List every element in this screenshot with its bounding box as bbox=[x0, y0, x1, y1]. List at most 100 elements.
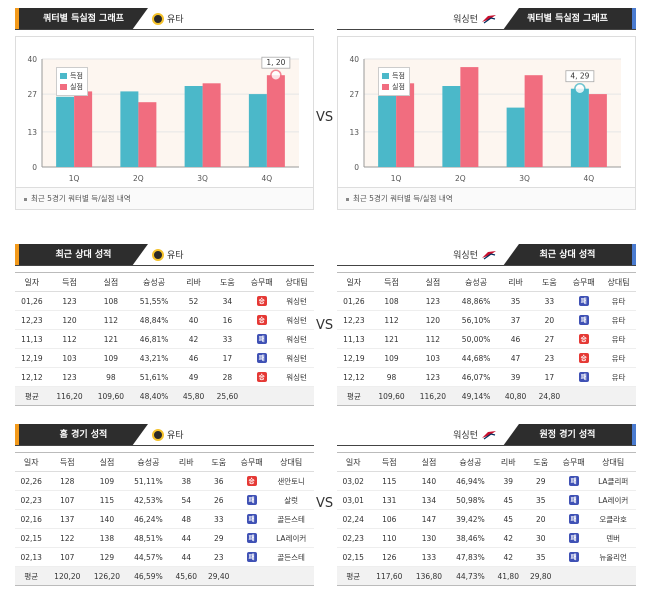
average-cell: 120,20 bbox=[47, 566, 88, 586]
bullet-icon bbox=[24, 197, 27, 201]
table-cell: 49 bbox=[176, 367, 211, 387]
right-away-panel: 원정 경기 성적 워싱턴 일자 득점 실점 슝성공 리바 도움 승무패 상대팀 03,02 115… bbox=[337, 424, 636, 586]
utah-logo-icon bbox=[152, 428, 164, 441]
y-tick-label: 13 bbox=[349, 128, 359, 137]
score-bar bbox=[120, 91, 139, 167]
table-cell: 17 bbox=[532, 367, 567, 387]
table-cell: 35 bbox=[524, 547, 557, 567]
average-cell: 109,60 bbox=[370, 386, 413, 406]
opponent-cell: 골든스테 bbox=[268, 547, 314, 567]
table-row: 12,23 112 120 56,10% 37 20 패 유타 bbox=[337, 310, 636, 330]
left-recent-title: 최근 상대 성적 bbox=[15, 244, 148, 266]
average-cell bbox=[601, 386, 636, 406]
result-cell: 승 bbox=[244, 310, 280, 330]
average-cell: 24,80 bbox=[532, 386, 567, 406]
annotation-tooltip: 4, 29 bbox=[565, 70, 595, 83]
left-chart-legend: 득점 실점 bbox=[56, 67, 88, 96]
opponent-cell: 워싱턴 bbox=[279, 329, 314, 349]
tooltip-box bbox=[261, 56, 291, 69]
column-header: 리바 bbox=[176, 272, 211, 292]
average-cell: 109,60 bbox=[90, 386, 132, 406]
average-cell: 48,40% bbox=[131, 386, 177, 406]
average-cell: 45,60 bbox=[170, 566, 203, 586]
average-row: 평균 116,20 109,60 48,40% 45,80 25,60 bbox=[15, 386, 314, 406]
table-cell: 112 bbox=[370, 310, 413, 330]
header-divider bbox=[337, 445, 636, 446]
table-cell: 42 bbox=[492, 528, 525, 548]
table-cell: 12,12 bbox=[15, 367, 49, 387]
table-cell: 46,07% bbox=[453, 367, 499, 387]
table-cell: 107 bbox=[47, 547, 88, 567]
left-recent-header: 최근 상대 성적 유타 bbox=[15, 244, 314, 266]
table-cell: 130 bbox=[409, 528, 449, 548]
table-cell: 48,51% bbox=[126, 528, 171, 548]
right-team-label: 워싱턴 bbox=[453, 248, 497, 261]
column-header: 슝성공 bbox=[448, 452, 493, 472]
win-badge: 승 bbox=[256, 372, 267, 382]
left-home-table: 일자 득점 실점 슝성공 리바 도움 승무패 상대팀 02,26 128 109 51,11% 38 36… bbox=[15, 452, 314, 586]
column-header: 일자 bbox=[337, 452, 370, 472]
opponent-cell: 유타 bbox=[601, 291, 636, 311]
table-cell: 108 bbox=[90, 291, 132, 311]
table-cell: 106 bbox=[369, 509, 410, 529]
table-cell: 39,42% bbox=[448, 509, 493, 529]
table-cell: 46,94% bbox=[448, 471, 493, 491]
loss-badge: 패 bbox=[246, 552, 257, 562]
table-cell: 109 bbox=[87, 471, 127, 491]
table-cell: 110 bbox=[369, 528, 410, 548]
table-row: 03,01 131 134 50,98% 45 35 패 LA레이커 bbox=[337, 490, 636, 510]
table-cell: 46,24% bbox=[126, 509, 171, 529]
opponent-cell: LA레이커 bbox=[268, 528, 314, 548]
table-cell: 34 bbox=[210, 291, 245, 311]
table-cell: 112 bbox=[412, 329, 454, 349]
column-header: 상대팀 bbox=[601, 272, 636, 292]
win-badge: 승 bbox=[246, 476, 257, 486]
result-cell: 패 bbox=[234, 547, 269, 567]
loss-swatch-icon bbox=[382, 84, 389, 90]
result-cell: 패 bbox=[556, 509, 591, 529]
table-cell: 30 bbox=[524, 528, 557, 548]
loss-bar bbox=[138, 102, 157, 167]
table-cell: 20 bbox=[532, 310, 567, 330]
table-cell: 12,19 bbox=[337, 348, 371, 368]
table-cell: 107 bbox=[47, 490, 88, 510]
loss-badge: 패 bbox=[568, 514, 579, 524]
right-recent-table: 일자 득점 실점 슝성공 리바 도움 승무패 상대팀 01,26 108 123 48,86% 35 33… bbox=[337, 272, 636, 406]
loss-badge: 패 bbox=[568, 495, 579, 505]
table-cell: 28 bbox=[210, 367, 245, 387]
table-cell: 51,61% bbox=[131, 367, 177, 387]
opponent-cell: 워싱턴 bbox=[279, 348, 314, 368]
left-quarter-chart: 0 13 27 40 1Q 2Q 3Q 4Q 1, 20 득점 실점 bbox=[15, 36, 314, 188]
table-row: 01,26 108 123 48,86% 35 33 패 유타 bbox=[337, 291, 636, 311]
column-header: 슝성공 bbox=[131, 272, 177, 292]
table-cell: 109 bbox=[370, 348, 413, 368]
y-tick-label: 0 bbox=[354, 163, 359, 172]
table-row: 03,02 115 140 46,94% 39 29 패 LA클리퍼 bbox=[337, 471, 636, 491]
loss-bar bbox=[524, 75, 543, 167]
loss-badge: 패 bbox=[256, 334, 267, 344]
table-cell: 51,55% bbox=[131, 291, 177, 311]
result-cell: 승 bbox=[566, 329, 602, 349]
legend-score: 득점 bbox=[382, 71, 406, 81]
table-row: 02,16 137 140 46,24% 48 33 패 골든스테 bbox=[15, 509, 314, 529]
table-cell: 46 bbox=[176, 348, 211, 368]
table-cell: 52 bbox=[176, 291, 211, 311]
loss-badge: 패 bbox=[568, 476, 579, 486]
legend-loss-label: 실점 bbox=[70, 83, 83, 91]
loss-badge: 패 bbox=[578, 315, 589, 325]
x-tick-label: 1Q bbox=[69, 174, 80, 183]
opponent-cell: 샌안토니 bbox=[268, 471, 314, 491]
x-tick-label: 4Q bbox=[262, 174, 273, 183]
vs-label-2: VS bbox=[316, 318, 334, 333]
loss-badge: 패 bbox=[256, 353, 267, 363]
wizards-logo-icon bbox=[482, 250, 496, 259]
x-tick-label: 3Q bbox=[519, 174, 530, 183]
right-team-label: 워싱턴 bbox=[453, 428, 497, 441]
legend-score: 득점 bbox=[60, 71, 84, 81]
average-cell: 25,60 bbox=[210, 386, 245, 406]
highlight-marker bbox=[270, 69, 282, 81]
average-cell: 116,20 bbox=[412, 386, 454, 406]
utah-logo-icon bbox=[152, 12, 164, 25]
column-header: 도움 bbox=[524, 452, 557, 472]
header-divider bbox=[337, 29, 636, 30]
